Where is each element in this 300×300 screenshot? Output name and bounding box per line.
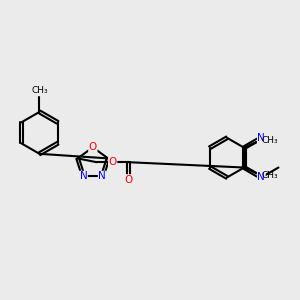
Text: O: O [109, 157, 117, 167]
Text: CH₃: CH₃ [261, 136, 278, 145]
Text: N: N [80, 171, 87, 181]
Text: CH₃: CH₃ [261, 171, 278, 180]
Text: O: O [124, 175, 133, 185]
Text: N: N [98, 171, 106, 181]
Text: O: O [89, 142, 97, 152]
Text: N: N [257, 133, 265, 143]
Text: CH₃: CH₃ [31, 86, 48, 95]
Text: N: N [257, 172, 265, 182]
